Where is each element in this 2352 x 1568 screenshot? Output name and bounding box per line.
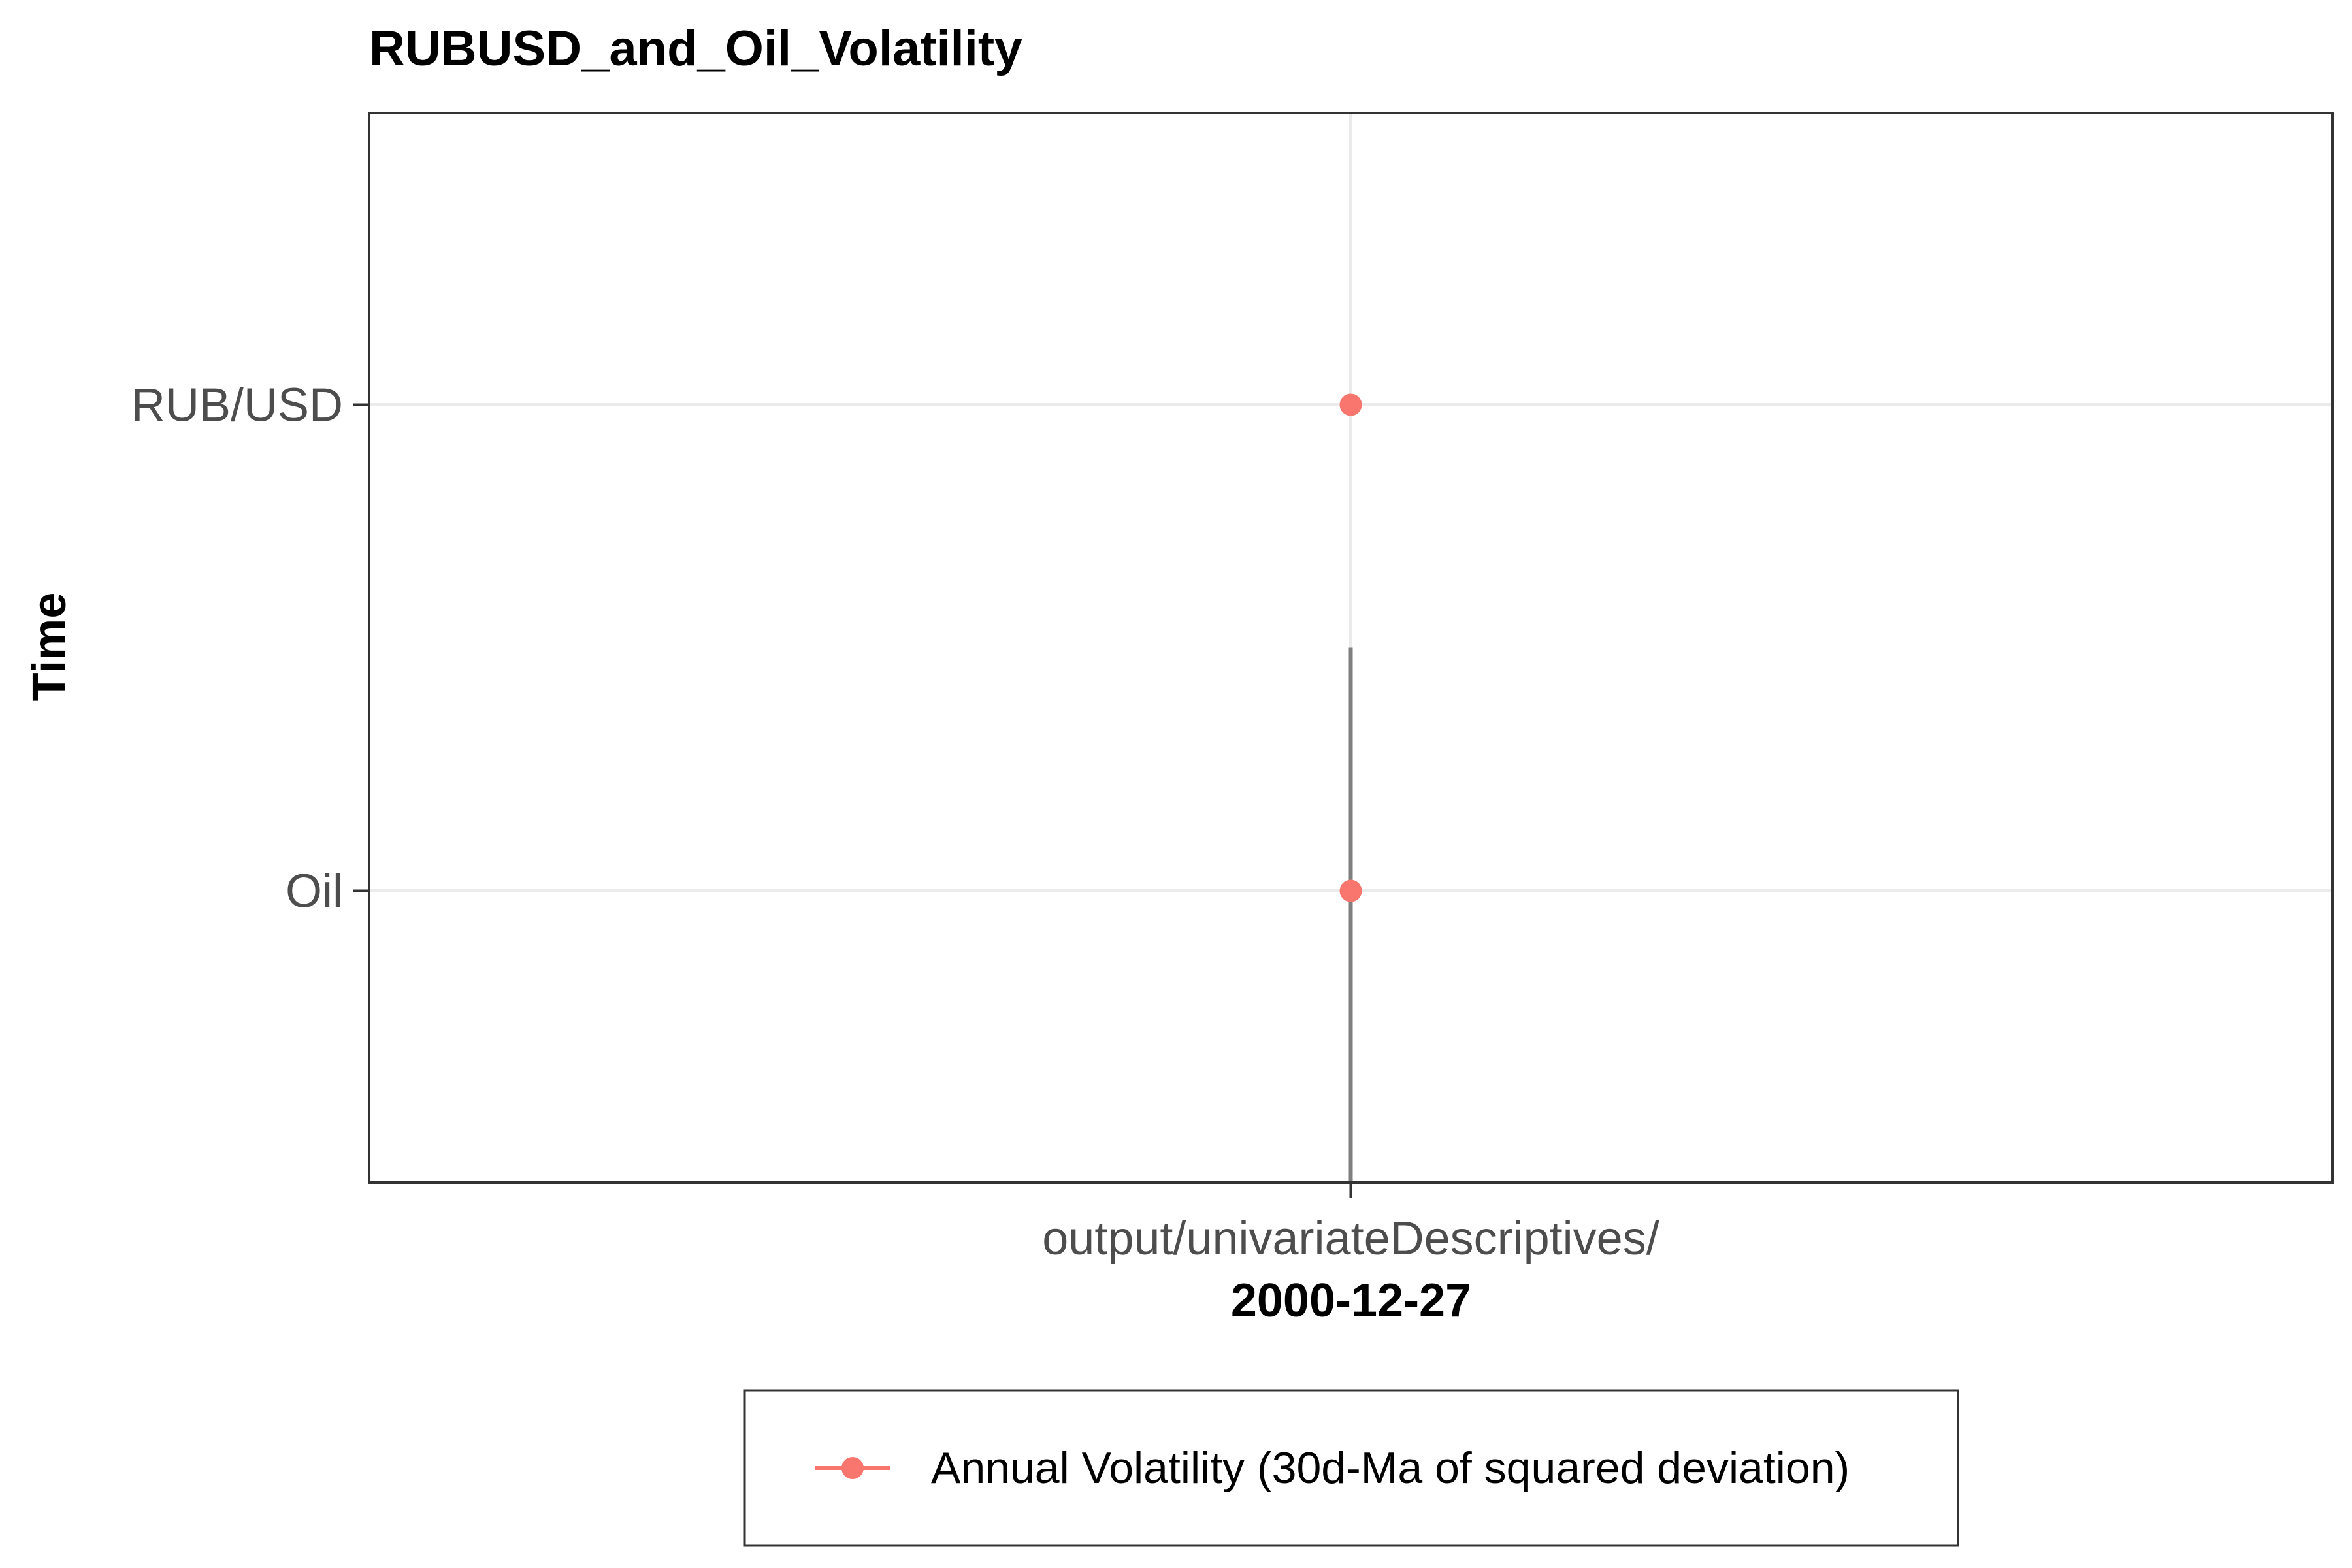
y-axis: RUB/USD Oil bbox=[131, 379, 369, 918]
x-tick-label: output/univariateDescriptives/ bbox=[1042, 1213, 1659, 1265]
legend-key-point bbox=[841, 1457, 864, 1479]
data-point bbox=[1339, 879, 1362, 902]
y-tick-label: RUB/USD bbox=[131, 379, 343, 431]
chart-title: RUBUSD_and_Oil_Volatility bbox=[369, 21, 1022, 76]
x-axis: output/univariateDescriptives/ bbox=[1042, 1183, 1659, 1265]
plot-panel bbox=[368, 112, 2334, 1184]
legend: Annual Volatility (30d-Ma of squared dev… bbox=[743, 1389, 1959, 1547]
y-axis-label: Time bbox=[24, 593, 76, 702]
y-tick-label: Oil bbox=[286, 866, 343, 918]
x-axis-label: 2000-12-27 bbox=[1231, 1275, 1471, 1327]
legend-label: Annual Volatility (30d-Ma of squared dev… bbox=[931, 1443, 1850, 1493]
data-points bbox=[1339, 393, 1362, 902]
data-point bbox=[1339, 393, 1362, 416]
legend-box bbox=[743, 1389, 1959, 1547]
